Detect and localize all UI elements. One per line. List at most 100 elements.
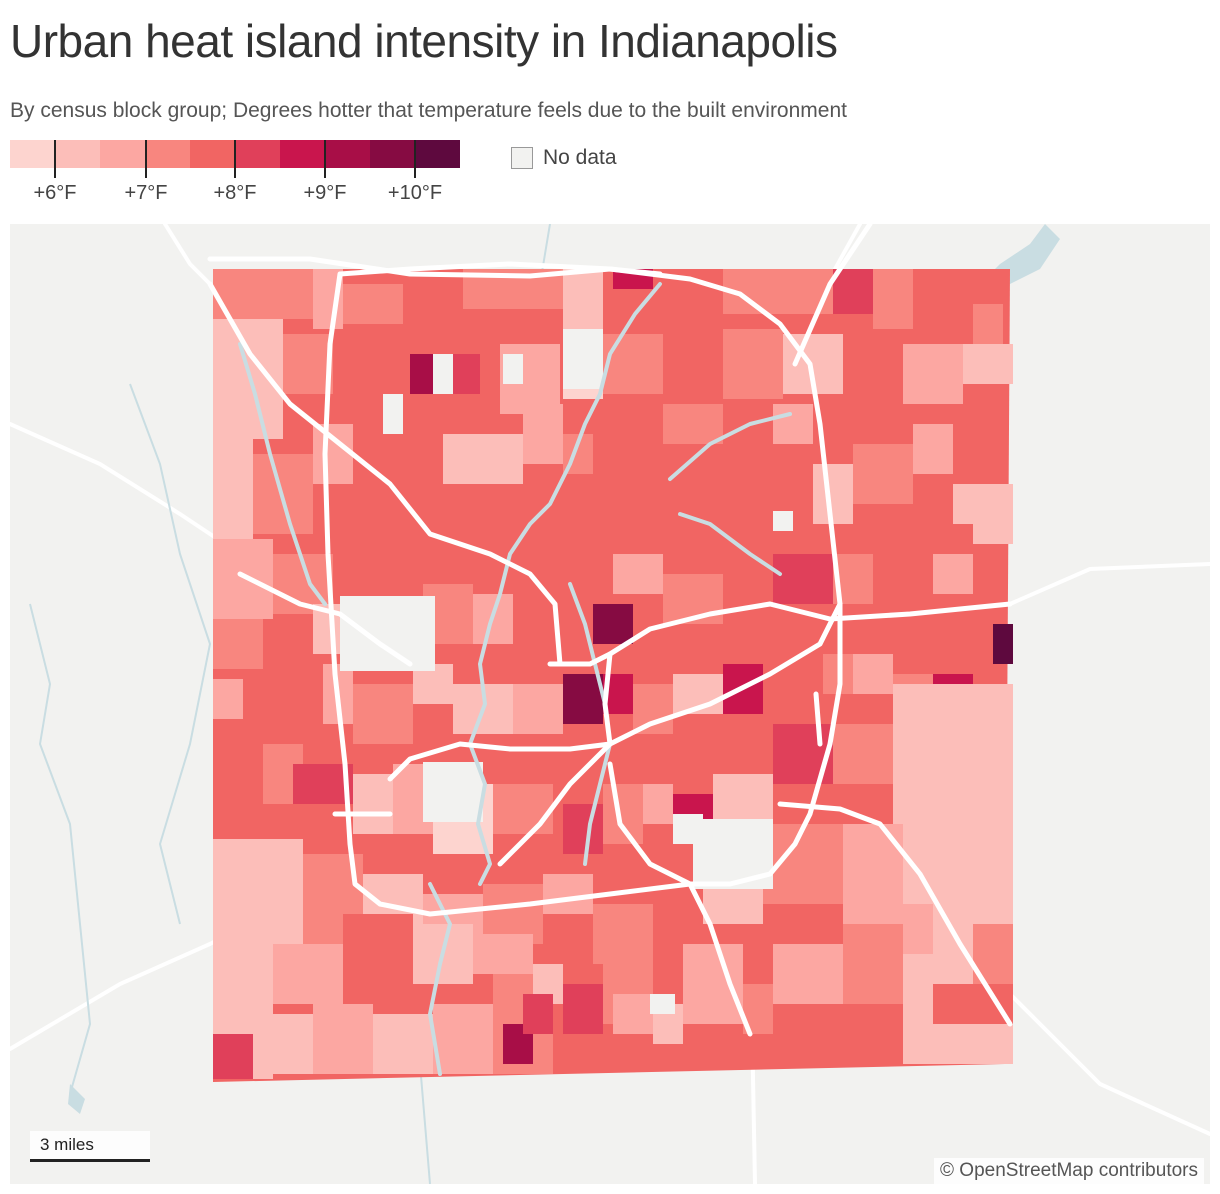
block-group[interactable] (773, 944, 843, 1004)
block-group[interactable] (853, 444, 913, 504)
block-group[interactable] (603, 414, 663, 484)
legend-tick (145, 140, 147, 178)
block-group[interactable] (283, 334, 333, 394)
block-group[interactable] (543, 874, 593, 914)
block-group[interactable] (373, 1014, 433, 1074)
no-data-area (503, 354, 523, 384)
block-group[interactable] (493, 784, 553, 834)
block-group[interactable] (593, 604, 633, 644)
block-group[interactable] (833, 724, 893, 784)
block-group[interactable] (523, 404, 563, 464)
block-group[interactable] (973, 504, 1013, 544)
block-group[interactable] (723, 424, 773, 474)
legend-swatch (325, 140, 370, 168)
block-group[interactable] (933, 554, 973, 594)
block-group[interactable] (343, 914, 413, 974)
block-group[interactable] (343, 284, 403, 324)
legend-swatch (280, 140, 325, 168)
block-group[interactable] (673, 294, 723, 329)
block-group[interactable] (513, 684, 563, 734)
legend-tick-label: +8°F (213, 182, 257, 204)
block-group[interactable] (663, 404, 723, 444)
map-attribution: © OpenStreetMap contributors (934, 1158, 1204, 1184)
legend-swatch (370, 140, 415, 168)
block-group[interactable] (523, 994, 553, 1034)
block-group[interactable] (563, 269, 603, 329)
block-group[interactable] (873, 269, 913, 329)
legend-tick (234, 140, 236, 178)
block-group[interactable] (353, 684, 413, 744)
no-data-area (673, 814, 703, 844)
legend-tick (414, 140, 416, 178)
block-group[interactable] (903, 344, 963, 404)
no-data-area (340, 596, 435, 671)
block-group[interactable] (683, 944, 743, 1024)
map-subtitle: By census block group; Degrees hotter th… (10, 99, 847, 122)
block-group[interactable] (433, 1004, 493, 1074)
no-data-area (433, 354, 453, 394)
block-group[interactable] (853, 654, 893, 694)
legend-tick-label: +7°F (124, 182, 168, 204)
block-group[interactable] (213, 1034, 253, 1079)
census-block-groups[interactable] (213, 269, 1013, 1082)
block-group[interactable] (563, 804, 603, 854)
block-group[interactable] (213, 539, 273, 619)
block-group[interactable] (213, 269, 313, 319)
block-group[interactable] (353, 774, 393, 834)
block-group[interactable] (763, 824, 843, 904)
block-group[interactable] (913, 269, 973, 339)
block-group[interactable] (593, 904, 653, 964)
block-group[interactable] (973, 304, 1003, 344)
block-group[interactable] (773, 724, 833, 784)
block-group[interactable] (603, 784, 643, 844)
color-legend: +6°F +7°F +8°F +9°F +10°F (10, 140, 460, 210)
no-data-area (563, 329, 603, 389)
block-group[interactable] (613, 554, 663, 594)
map-title: Urban heat island intensity in Indianapo… (10, 15, 838, 67)
block-group[interactable] (563, 984, 603, 1034)
legend-tick-label: +9°F (303, 182, 347, 204)
block-group[interactable] (833, 269, 873, 314)
legend-tick (324, 140, 326, 178)
block-group[interactable] (213, 729, 263, 809)
block-group[interactable] (723, 329, 783, 399)
block-group[interactable] (843, 334, 903, 394)
legend-tick (54, 140, 56, 178)
block-group[interactable] (993, 624, 1013, 664)
block-group[interactable] (903, 904, 933, 954)
block-group[interactable] (763, 644, 823, 694)
block-group[interactable] (213, 619, 263, 669)
block-group[interactable] (313, 1004, 373, 1074)
block-group[interactable] (963, 344, 1013, 384)
block-group[interactable] (843, 924, 903, 1004)
block-group[interactable] (603, 334, 663, 394)
block-group[interactable] (443, 434, 523, 484)
legend-swatch (235, 140, 280, 168)
block-group[interactable] (563, 674, 603, 724)
block-group[interactable] (613, 994, 653, 1034)
block-group[interactable] (213, 439, 253, 539)
block-group[interactable] (273, 944, 343, 1004)
highways (207, 224, 1013, 1037)
block-group[interactable] (513, 614, 553, 654)
block-group[interactable] (473, 934, 533, 974)
block-group[interactable] (643, 784, 673, 824)
block-group[interactable] (873, 524, 933, 584)
block-group[interactable] (213, 679, 243, 719)
block-group[interactable] (773, 554, 833, 604)
block-group[interactable] (313, 424, 353, 484)
block-group[interactable] (813, 464, 853, 524)
block-group[interactable] (773, 404, 813, 444)
no-data-area (423, 762, 483, 822)
block-group[interactable] (933, 984, 1013, 1024)
legend-swatch (145, 140, 190, 168)
block-group[interactable] (633, 684, 673, 734)
no-data-legend: No data (511, 145, 617, 171)
block-group[interactable] (253, 1014, 313, 1074)
scale-bar-line (30, 1159, 150, 1162)
block-group[interactable] (893, 684, 1013, 864)
block-group[interactable] (663, 334, 723, 394)
block-group[interactable] (263, 664, 323, 734)
choropleth-map[interactable]: 3 miles © OpenStreetMap contributors (10, 224, 1210, 1184)
block-group[interactable] (913, 424, 953, 474)
